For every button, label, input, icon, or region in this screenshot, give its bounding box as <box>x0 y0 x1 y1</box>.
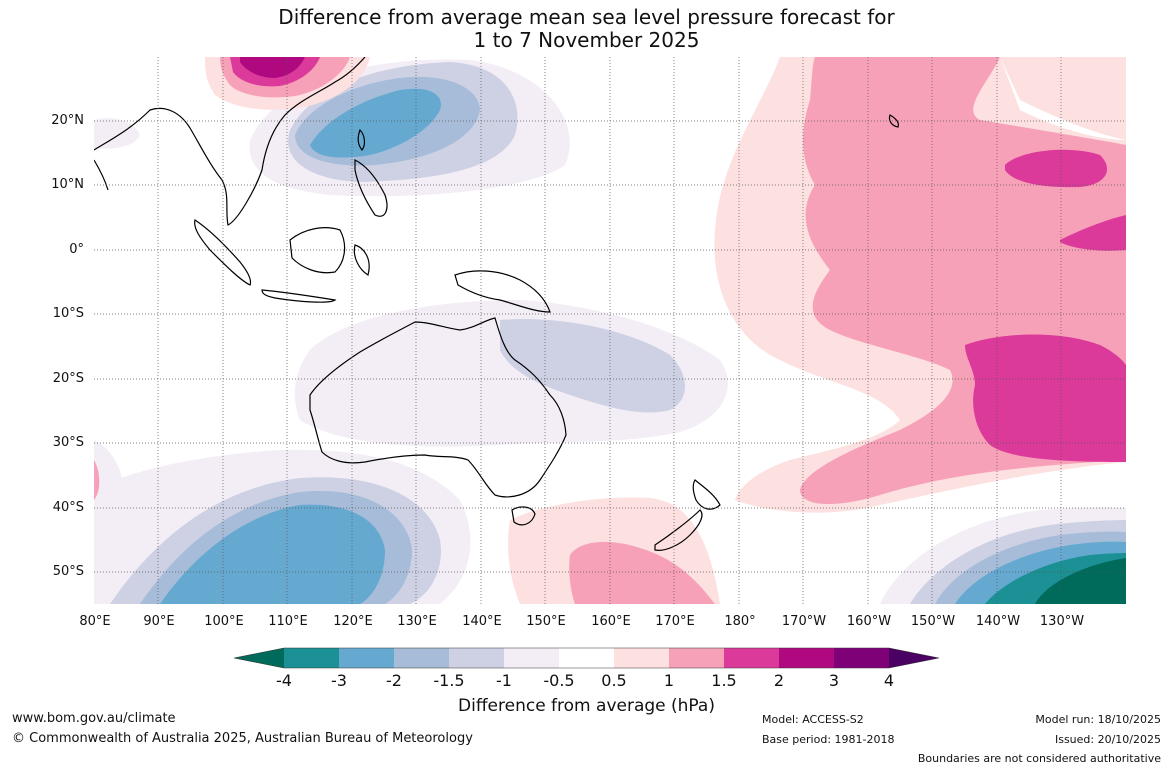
contour-neg-2 <box>310 88 441 158</box>
map-title-line-1: Difference from average mean sea level p… <box>278 5 895 29</box>
contour-pos-1.5 <box>1005 149 1108 188</box>
colorbar-segment <box>559 648 614 668</box>
longitude-label: 90°E <box>143 614 175 629</box>
india-southern-coastline <box>94 159 109 191</box>
latitude-label-10n: 10°N <box>51 177 84 192</box>
model-run-date: Model run: 18/10/2025 <box>1035 713 1161 726</box>
negative-anomaly-australia <box>294 300 728 447</box>
contour-neg-2 <box>160 504 385 604</box>
colorbar-segment <box>724 648 779 668</box>
contour-neg-4 <box>1035 558 1126 604</box>
colorbar-segment <box>394 648 449 668</box>
positive-anomaly-central-pacific <box>714 57 1126 513</box>
negative-anomaly-southern-indian-ocean <box>94 449 471 604</box>
colorbar-extend-high <box>889 648 939 668</box>
sumatra-coastline <box>194 219 252 286</box>
colorbar-tick-label: 0.5 <box>601 671 627 690</box>
longitude-label: 100°E <box>204 614 244 629</box>
new-guinea-coastline <box>454 270 551 313</box>
contour-neg-1 <box>500 319 685 413</box>
asia-mainland-coastline <box>94 57 366 226</box>
latitude-label-40s: 40°S <box>52 500 84 515</box>
hawaii-islands <box>888 114 900 128</box>
philippines-coastline <box>354 159 388 217</box>
longitude-label: 110°E <box>268 614 308 629</box>
longitude-label: 160°W <box>846 614 892 629</box>
colorbar-segment <box>504 648 559 668</box>
colorbar-tick-label: 3 <box>828 671 840 690</box>
positive-anomaly-west-indian-ocean <box>94 460 100 500</box>
colorbar-tick-label: -0.5 <box>543 671 575 690</box>
map-title-line-2: 1 to 7 November 2025 <box>473 28 700 52</box>
colorbar-segment <box>284 648 339 668</box>
australia-coastline <box>309 317 567 498</box>
colorbar-tick-label: -1 <box>496 671 512 690</box>
latitude-label-50s: 50°S <box>52 564 84 579</box>
positive-anomaly-east-asia <box>205 57 370 110</box>
model-name: Model: ACCESS-S2 <box>762 713 864 726</box>
negative-anomaly-southeast-pacific <box>880 507 1126 604</box>
base-period: Base period: 1981-2018 <box>762 733 895 746</box>
contour-pos-1 <box>569 541 715 604</box>
latitude-label-10s: 10°S <box>52 306 84 321</box>
coastlines <box>94 57 900 551</box>
colorbar-outline <box>233 647 940 669</box>
longitude-label: 170°W <box>781 614 827 629</box>
colorbar-tick-label: 1.5 <box>711 671 737 690</box>
new-zealand-south-coastline <box>654 509 703 551</box>
colorbar-segment <box>834 648 889 668</box>
contour-pos-2-remove <box>1005 363 1126 440</box>
longitude-label: 170°E <box>655 614 695 629</box>
longitude-label: 120°E <box>333 614 373 629</box>
issued-date: Issued: 20/10/2025 <box>1054 733 1161 746</box>
colorbar-label: Difference from average (hPa) <box>458 696 715 716</box>
latitude-label-0: 0° <box>69 242 84 257</box>
longitude-label: 160°E <box>591 614 631 629</box>
colorbar-tick-label: 4 <box>883 671 895 690</box>
longitude-label: 80°E <box>79 614 111 629</box>
longitude-label: 130°W <box>1039 614 1085 629</box>
negative-anomaly-north-philippines <box>249 59 570 197</box>
colorbar-extend-low <box>234 648 284 668</box>
borneo-coastline <box>289 227 346 274</box>
java-coastline <box>261 289 337 303</box>
longitude-label: 150°E <box>526 614 566 629</box>
longitude-label: 180° <box>724 614 756 629</box>
colorbar-tick-label: 1 <box>663 671 675 690</box>
colorbar-tick-label: 2 <box>773 671 785 690</box>
colorbar-tick-label: -3 <box>331 671 347 690</box>
graticule <box>94 57 1126 604</box>
website-link[interactable]: www.bom.gov.au/climate <box>12 711 176 726</box>
negative-anomaly-west-edge <box>94 440 124 521</box>
colorbar-segment <box>339 648 394 668</box>
longitude-label: 130°E <box>397 614 437 629</box>
new-zealand-north-coastline <box>692 479 721 510</box>
colorbar-segment <box>669 648 724 668</box>
longitude-label: 150°W <box>910 614 956 629</box>
colorbar-tick-label: -2 <box>386 671 402 690</box>
colorbar-segment <box>614 648 669 668</box>
boundaries-disclaimer: Boundaries are not considered authoritat… <box>917 752 1161 765</box>
taiwan-coastline <box>357 128 366 151</box>
colorbar-segment <box>779 648 834 668</box>
colorbar-segment <box>449 648 504 668</box>
longitude-label: 140°W <box>975 614 1021 629</box>
latitude-label-30s: 30°S <box>52 435 84 450</box>
contour-pos-2 <box>240 57 305 78</box>
copyright-notice: © Commonwealth of Australia 2025, Austra… <box>12 731 473 746</box>
latitude-label-20s: 20°S <box>52 371 84 386</box>
tasmania-coastline <box>511 506 536 526</box>
colorbar-tick-label: -4 <box>276 671 292 690</box>
colorbar <box>233 647 940 669</box>
latitude-label-20n: 20°N <box>51 113 84 128</box>
contour-pos-1.5 <box>1060 215 1126 251</box>
colorbar-tick-label: -1.5 <box>433 671 465 690</box>
longitude-label: 140°E <box>462 614 502 629</box>
sulawesi-coastline <box>353 244 370 276</box>
negative-anomaly-small-west <box>94 118 140 149</box>
positive-anomaly-tasman-sea <box>508 497 720 604</box>
